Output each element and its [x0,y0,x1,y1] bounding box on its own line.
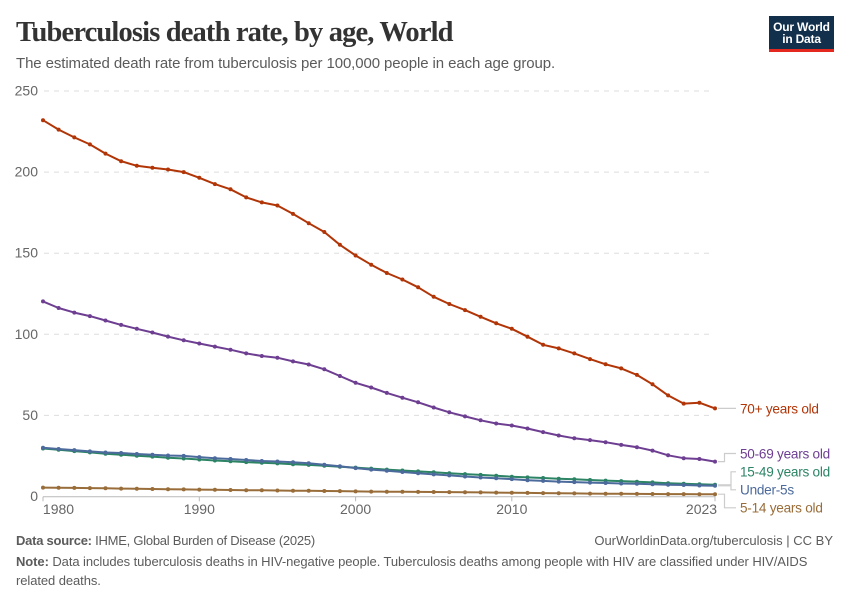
svg-text:2010: 2010 [496,501,527,517]
svg-text:150: 150 [15,245,39,261]
svg-text:1980: 1980 [43,501,74,517]
svg-text:50-69 years old: 50-69 years old [740,446,830,461]
svg-text:0: 0 [30,488,38,504]
svg-text:100: 100 [15,326,39,342]
svg-text:2023: 2023 [686,501,717,517]
svg-text:15-49 years old: 15-49 years old [740,465,830,480]
svg-text:200: 200 [15,164,39,180]
svg-text:5-14 years old: 5-14 years old [740,501,823,516]
svg-text:70+ years old: 70+ years old [740,401,819,416]
svg-text:1990: 1990 [184,501,215,517]
svg-text:250: 250 [15,83,39,99]
svg-text:50: 50 [22,407,38,423]
svg-text:Under-5s: Under-5s [740,483,794,498]
svg-text:2000: 2000 [340,501,371,517]
